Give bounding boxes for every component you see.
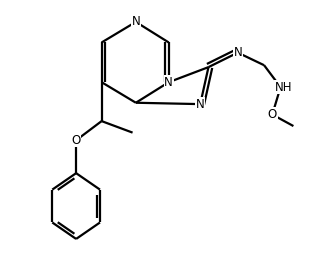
Text: N: N bbox=[131, 15, 140, 28]
Text: O: O bbox=[268, 108, 277, 121]
Text: N: N bbox=[196, 98, 205, 111]
Text: N: N bbox=[233, 46, 242, 59]
Text: O: O bbox=[71, 134, 81, 147]
Text: NH: NH bbox=[275, 81, 292, 94]
Text: N: N bbox=[164, 76, 173, 89]
